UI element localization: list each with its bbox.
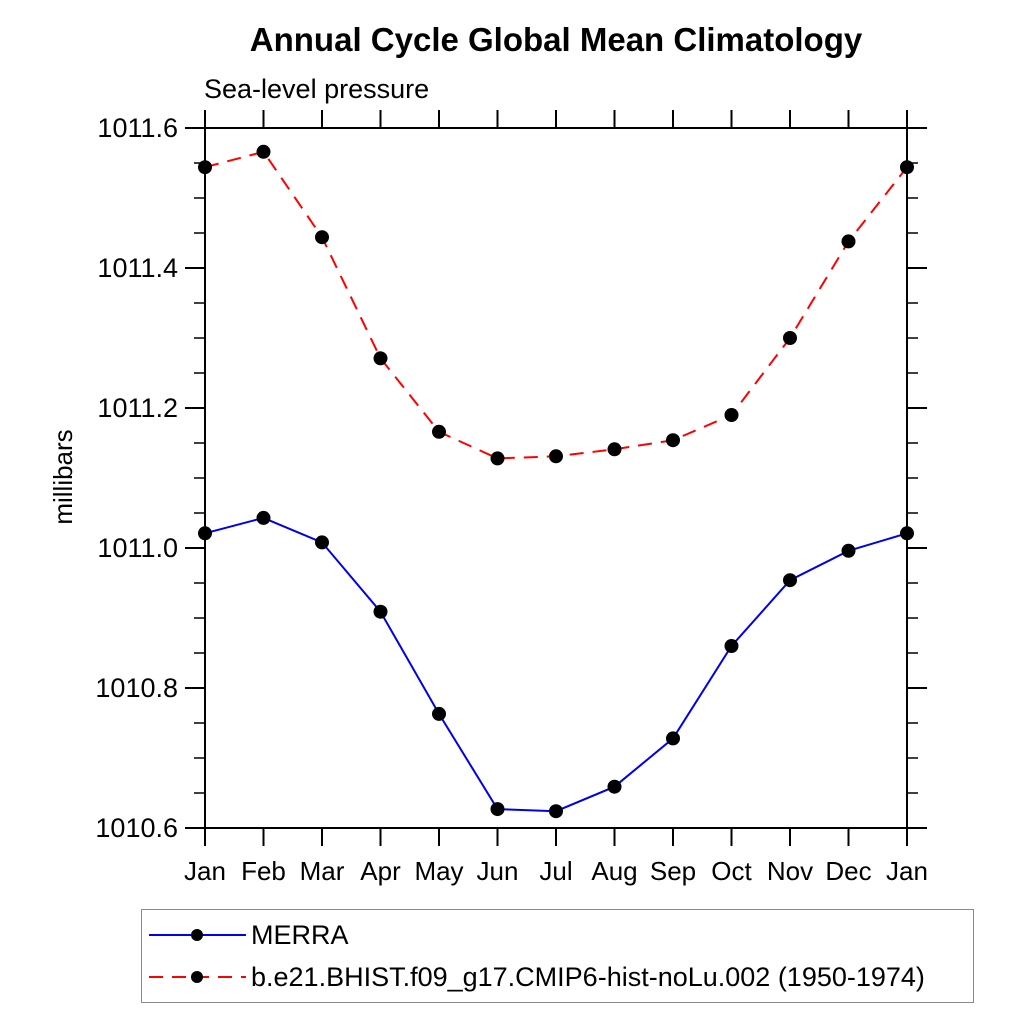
- data-point-model: [315, 230, 329, 245]
- y-tick-label: 1011.2: [97, 393, 178, 423]
- x-tick-label: Dec: [825, 856, 871, 886]
- legend-line-sample-model: [149, 971, 246, 983]
- data-point-model: [490, 451, 505, 466]
- data-point-model: [256, 144, 271, 159]
- y-tick-label: 1011.0: [97, 533, 178, 563]
- x-tick-label: Feb: [241, 856, 286, 886]
- x-tick-label: Jul: [539, 856, 572, 886]
- data-point-merra: [256, 510, 271, 525]
- legend-marker-icon: [191, 929, 203, 941]
- data-point-model: [373, 351, 388, 366]
- legend-row-merra: MERRA: [147, 918, 973, 952]
- data-point-model: [724, 408, 739, 422]
- data-point-model: [783, 331, 797, 345]
- x-tick-label: Mar: [300, 856, 345, 886]
- chart-subtitle: Sea-level pressure: [204, 74, 430, 104]
- data-point-merra: [900, 526, 914, 541]
- legend-label-model: b.e21.BHIST.f09_g17.CMIP6-hist-noLu.002 …: [251, 961, 925, 992]
- x-tick-label: Nov: [767, 856, 813, 886]
- x-tick-label: May: [414, 856, 463, 886]
- data-point-model: [549, 449, 563, 464]
- data-point-merra: [490, 802, 505, 817]
- x-tick-label: Oct: [711, 856, 752, 886]
- x-tick-label: Aug: [591, 856, 637, 886]
- data-point-merra: [724, 639, 739, 653]
- y-tick-label: 1011.6: [97, 113, 178, 143]
- data-point-model: [198, 160, 212, 175]
- data-point-model: [432, 424, 446, 439]
- data-point-merra: [373, 604, 388, 619]
- y-tick-label: 1010.8: [95, 673, 178, 703]
- series-line-merra: [204, 516, 908, 813]
- data-point-model: [841, 234, 856, 249]
- legend: MERRA b.e21.BHIST.f09_g17.CMIP6-hist-noL…: [141, 909, 974, 1003]
- data-point-model: [900, 160, 914, 175]
- data-point-merra: [666, 731, 680, 746]
- data-point-merra: [607, 779, 622, 794]
- data-point-merra: [841, 543, 856, 558]
- x-tick-label: Jan: [184, 856, 226, 886]
- y-tick-label: 1010.6: [95, 813, 178, 843]
- x-tick-label: Jan: [886, 856, 928, 886]
- legend-marker-icon: [191, 971, 203, 983]
- data-point-merra: [315, 535, 329, 550]
- x-tick-label: Jun: [477, 856, 519, 886]
- data-point-merra: [198, 526, 212, 541]
- x-tick-label: Apr: [360, 856, 401, 886]
- legend-row-model: b.e21.BHIST.f09_g17.CMIP6-hist-noLu.002 …: [147, 960, 973, 994]
- series-line-model: [204, 150, 908, 460]
- chart-title: Annual Cycle Global Mean Climatology: [249, 21, 863, 58]
- plot-frame: [204, 127, 908, 829]
- y-tick-label: 1011.4: [97, 253, 178, 283]
- x-tick-label: Sep: [650, 856, 696, 886]
- legend-label-merra: MERRA: [251, 919, 349, 950]
- data-point-merra: [783, 573, 797, 588]
- data-point-merra: [549, 804, 563, 819]
- data-point-merra: [432, 706, 446, 721]
- data-point-model: [607, 442, 622, 457]
- legend-line-sample-merra: [149, 929, 246, 941]
- data-point-model: [666, 433, 680, 448]
